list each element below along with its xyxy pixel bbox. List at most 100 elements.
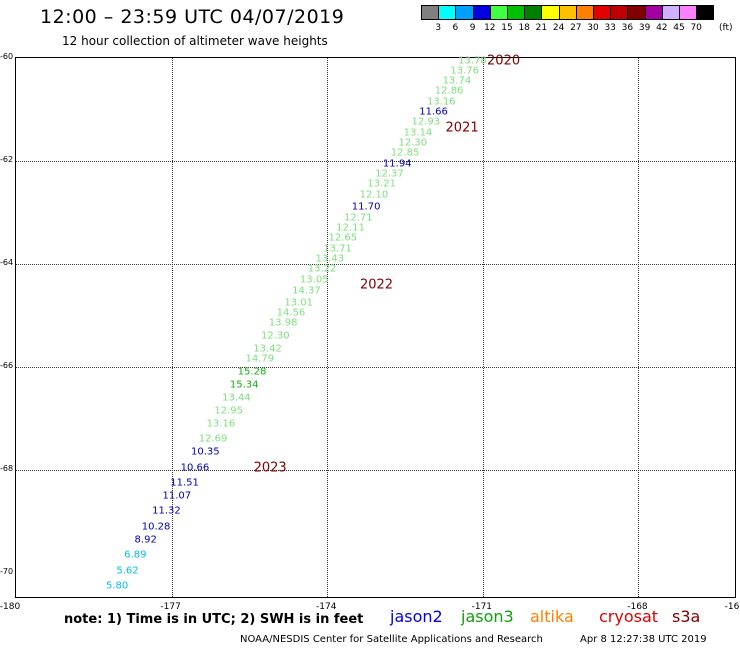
wave-height-reading: 10.28 <box>141 521 171 533</box>
legend-swatch <box>489 5 508 20</box>
latitude-label: -70 <box>0 567 14 577</box>
wave-height-reading: 13.76 <box>450 65 479 77</box>
wave-height-reading: 13.14 <box>403 127 433 139</box>
legend-swatch <box>679 5 698 20</box>
longitude-label: -177 <box>160 602 181 612</box>
legend-swatch <box>558 5 577 20</box>
wave-height-reading: 13.42 <box>253 343 282 355</box>
latitude-label: -68 <box>0 464 14 474</box>
legend-label: 36 <box>621 23 634 33</box>
wave-height-reading: 12.85 <box>390 147 420 159</box>
wave-height-reading: 12.65 <box>328 232 358 244</box>
wave-height-reading: 14.79 <box>245 353 275 365</box>
wave-height-reading: 12.37 <box>375 168 404 180</box>
wave-height-reading: 12.11 <box>336 222 365 234</box>
wave-height-reading: 11.94 <box>382 158 412 170</box>
legend-label: 45 <box>673 23 685 33</box>
legend-label: 30 <box>587 23 599 33</box>
satellite-label-jason3: jason3 <box>461 607 514 626</box>
footer-credit: NOAA/NESDIS Center for Satellite Applica… <box>240 634 543 645</box>
longitude-gridline <box>482 58 484 597</box>
wave-height-reading: 12.69 <box>198 433 228 445</box>
longitude-label: -16 <box>724 602 740 612</box>
latitude-gridline <box>16 264 735 266</box>
wave-height-reading: 13.74 <box>442 75 472 87</box>
wave-height-reading: 6.89 <box>124 549 147 561</box>
note-text: note: 1) Time is in UTC; 2) SWH is in fe… <box>64 612 364 627</box>
longitude-label: -171 <box>471 602 493 612</box>
wave-height-reading: 11.66 <box>419 106 448 118</box>
latitude-label: -60 <box>0 52 14 61</box>
legend-swatch <box>455 5 474 20</box>
wave-height-reading: 15.34 <box>229 379 259 391</box>
legend-swatch <box>507 5 526 20</box>
satellite-label-altika: altika <box>530 607 574 626</box>
latitude-gridline <box>16 367 735 369</box>
wave-height-reading: 13.21 <box>367 178 396 190</box>
wave-height-reading: 11.51 <box>170 477 199 489</box>
legend-swatch <box>644 5 663 20</box>
wave-height-reading: 10.66 <box>180 462 210 474</box>
longitude-gridline <box>171 58 173 597</box>
wave-height-reading: 13.05 <box>299 274 329 286</box>
wave-height-reading: 12.30 <box>261 330 290 342</box>
legend-label: 42 <box>656 23 668 33</box>
wave-height-reading: 12.93 <box>411 116 441 128</box>
wave-height-reading: 15.28 <box>237 366 267 378</box>
legend-swatch <box>472 5 491 20</box>
legend-swatch <box>593 5 612 20</box>
longitude-gridline <box>327 58 329 597</box>
legend-label: 18 <box>518 23 530 33</box>
year-label: 2023 <box>253 460 287 476</box>
legend-swatch <box>627 5 646 20</box>
satellite-label-cryosat: cryosat <box>599 607 659 626</box>
wave-height-reading: 13.01 <box>284 297 314 309</box>
legend-label: 3 <box>435 23 442 33</box>
year-label: 2021 <box>445 120 479 136</box>
wave-height-reading: 13.43 <box>315 253 345 265</box>
legend-swatch <box>696 5 715 20</box>
legend-swatch <box>610 5 629 20</box>
legend-swatch <box>661 5 680 20</box>
longitude-gridline <box>638 58 640 597</box>
legend-swatch <box>438 5 457 20</box>
legend-label: 21 <box>535 23 548 33</box>
legend-swatch <box>575 5 594 20</box>
wave-height-reading: 13.16 <box>427 96 456 108</box>
latitude-gridline <box>16 161 735 163</box>
legend-label: 15 <box>501 23 513 33</box>
wave-height-reading: 11.07 <box>162 490 192 502</box>
footer-timestamp: Apr 8 12:27:38 UTC 2019 <box>580 634 707 645</box>
wave-height-reading: 12.10 <box>359 189 389 201</box>
map-subtitle: 12 hour collection of altimeter wave hei… <box>62 34 328 48</box>
latitude-label: -64 <box>0 258 14 268</box>
wave-height-reading: 12.30 <box>398 137 428 149</box>
legend-label: 33 <box>604 23 616 33</box>
latitude-label: -66 <box>0 361 14 371</box>
legend-label: 9 <box>469 23 476 33</box>
legend-label: 6 <box>452 23 459 33</box>
latitude-label: -62 <box>0 155 14 165</box>
legend-swatch <box>541 5 560 20</box>
year-label: 2022 <box>359 277 394 293</box>
wave-height-reading: 8.92 <box>134 534 157 546</box>
legend-swatch <box>524 5 543 20</box>
wave-height-reading: 13.98 <box>268 317 298 329</box>
latitude-gridline <box>16 470 735 472</box>
legend-label: 39 <box>638 23 651 33</box>
wave-height-reading: 14.56 <box>276 307 306 319</box>
legend-unit: (ft) <box>719 23 733 33</box>
wave-height-reading: 13.16 <box>206 418 236 430</box>
longitude-label: -180 <box>0 602 21 612</box>
wave-height-reading: 5.80 <box>106 580 129 592</box>
legend-label: 27 <box>570 23 582 33</box>
legend-label: 24 <box>552 23 565 33</box>
satellite-label-s3a: s3a <box>672 607 701 626</box>
wave-height-reading: 10.35 <box>190 446 220 458</box>
legend-swatch <box>421 5 440 20</box>
map-title: 12:00 – 23:59 UTC 04/07/2019 <box>40 6 345 28</box>
longitude-label: -168 <box>627 602 648 612</box>
wave-height-reading: 14.37 <box>292 285 321 297</box>
wave-height-reading: 12.86 <box>434 85 464 97</box>
wave-height-reading: 13.78 <box>458 55 487 67</box>
